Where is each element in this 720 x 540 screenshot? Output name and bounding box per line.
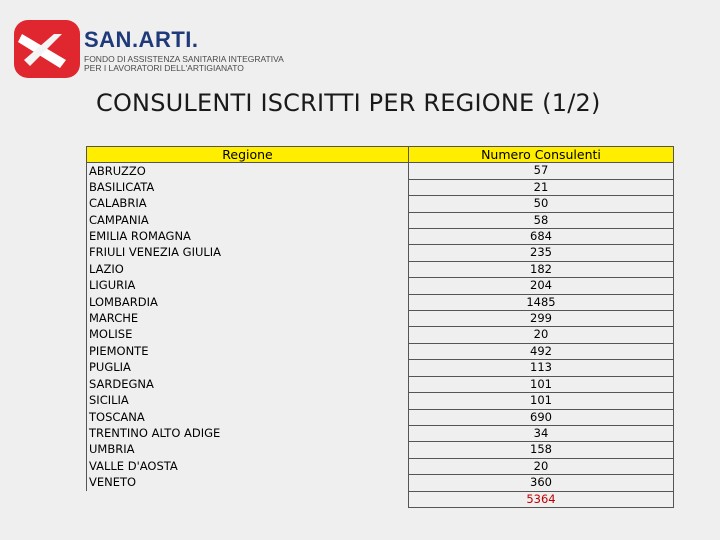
count-cell: 101 — [408, 376, 674, 394]
sanarti-logo — [14, 20, 80, 82]
page-title: CONSULENTI ISCRITTI PER REGIONE (1/2) — [96, 89, 601, 117]
region-cell: LIGURIA — [86, 277, 409, 295]
column-header-region: Regione — [86, 145, 409, 164]
table-row: PUGLIA 113 — [86, 359, 674, 377]
region-cell: LAZIO — [86, 261, 409, 278]
count-cell: 690 — [408, 409, 674, 426]
count-cell: 299 — [408, 310, 674, 328]
brand-subtitle: FONDO DI ASSISTENZA SANITARIA INTEGRATIV… — [84, 55, 284, 73]
region-cell: TRENTINO ALTO ADIGE — [86, 425, 409, 442]
table-row: FRIULI VENEZIA GIULIA 235 — [86, 244, 674, 262]
table-row: LIGURIA 204 — [86, 277, 674, 295]
table-row: ABRUZZO 57 — [86, 162, 674, 180]
table-row: SICILIA 101 — [86, 392, 674, 410]
count-cell: 492 — [408, 343, 674, 361]
region-cell: CALABRIA — [86, 195, 409, 213]
count-cell: 21 — [408, 179, 674, 197]
total-count-cell: 5364 — [408, 491, 674, 508]
count-cell: 57 — [408, 162, 674, 180]
consultants-table: Regione Numero Consulenti ABRUZZO 57 BASIL… — [86, 145, 674, 508]
column-header-count: Numero Consulenti — [408, 145, 674, 164]
table-row: CAMPANIA 58 — [86, 212, 674, 230]
count-cell: 684 — [408, 228, 674, 246]
table-row: VALLE D'AOSTA 20 — [86, 458, 674, 476]
region-cell: VALLE D'AOSTA — [86, 458, 409, 475]
region-cell: PUGLIA — [86, 359, 409, 377]
count-cell: 1485 — [408, 294, 674, 312]
region-cell: TOSCANA — [86, 409, 409, 426]
logo-mark-icon — [14, 20, 80, 78]
region-cell: UMBRIA — [86, 441, 409, 459]
region-cell: PIEMONTE — [86, 343, 409, 360]
count-cell: 204 — [408, 277, 674, 295]
count-cell: 113 — [408, 359, 674, 377]
brand-subtitle-line1: FONDO DI ASSISTENZA SANITARIA INTEGRATIV… — [84, 54, 284, 64]
region-cell: MOLISE — [86, 326, 409, 344]
region-cell: SARDEGNA — [86, 376, 409, 393]
region-cell: FRIULI VENEZIA GIULIA — [86, 244, 409, 262]
brand-name: SAN.ARTI. — [84, 27, 199, 52]
table-row: LAZIO 182 — [86, 261, 674, 279]
table-row: MARCHE 299 — [86, 310, 674, 328]
count-cell: 235 — [408, 244, 674, 262]
total-row: 5364 — [87, 491, 674, 508]
region-cell: LOMBARDIA — [86, 294, 409, 311]
region-cell: MARCHE — [86, 310, 409, 327]
region-cell: SICILIA — [86, 392, 409, 409]
count-cell: 20 — [408, 326, 674, 344]
count-cell: 101 — [408, 392, 674, 410]
region-cell: BASILICATA — [86, 179, 409, 196]
table-row: LOMBARDIA 1485 — [86, 294, 674, 312]
count-cell: 182 — [408, 261, 674, 279]
region-cell: VENETO — [86, 474, 409, 492]
table-row: PIEMONTE 492 — [86, 343, 674, 361]
table-row: TOSCANA 690 — [86, 409, 674, 426]
brand-subtitle-line2: PER I LAVORATORI DELL'ARTIGIANATO — [84, 63, 244, 73]
table-row: VENETO 360 — [86, 474, 674, 492]
table-row: MOLISE 20 — [86, 326, 674, 344]
table-row: CALABRIA 50 — [86, 195, 674, 213]
table-row: UMBRIA 158 — [86, 441, 674, 459]
total-spacer — [87, 491, 409, 507]
table-row: SARDEGNA 101 — [86, 376, 674, 394]
table-row: BASILICATA 21 — [86, 179, 674, 197]
count-cell: 34 — [408, 425, 674, 443]
region-cell: CAMPANIA — [86, 212, 409, 229]
table-header-row: Regione Numero Consulenti — [86, 145, 674, 164]
count-cell: 20 — [408, 458, 674, 476]
count-cell: 50 — [408, 195, 674, 213]
table-row: EMILIA ROMAGNA 684 — [86, 228, 674, 246]
count-cell: 58 — [408, 212, 674, 230]
count-cell: 158 — [408, 441, 674, 459]
region-cell: EMILIA ROMAGNA — [86, 228, 409, 245]
region-cell: ABRUZZO — [86, 162, 409, 180]
count-cell: 360 — [408, 474, 674, 492]
table-row: TRENTINO ALTO ADIGE 34 — [86, 425, 674, 443]
